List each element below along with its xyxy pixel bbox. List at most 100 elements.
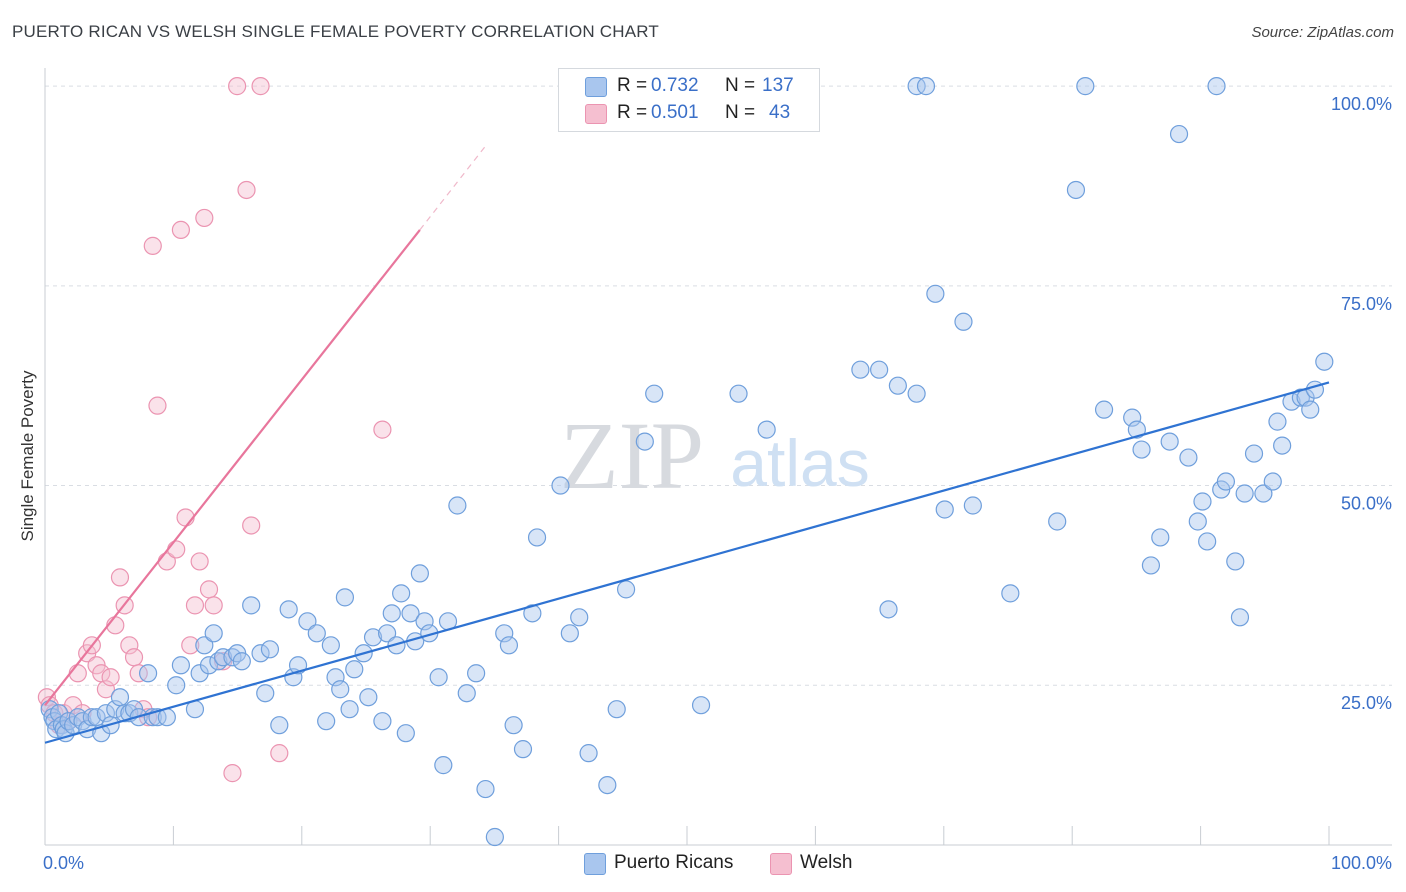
puerto-rican-point [907, 384, 926, 403]
puerto-rican-point [199, 656, 219, 675]
puerto-rican-point [1193, 492, 1212, 511]
puerto-rican-point [1179, 448, 1198, 467]
puerto-rican-point [279, 600, 298, 619]
welsh-point [171, 220, 190, 240]
puerto-rican-point [579, 744, 598, 763]
puerto-rican-point [321, 636, 340, 655]
puerto-rican-point [1244, 444, 1264, 463]
puerto-rican-point [729, 384, 748, 403]
n-label: N = [725, 75, 756, 96]
puerto-rican-point [1263, 472, 1282, 491]
r-value: 0.732 [651, 75, 699, 96]
puerto-rican-point [851, 360, 870, 379]
puerto-rican-point [1291, 388, 1310, 407]
welsh-trend-extension [419, 145, 486, 231]
r-label: R = [617, 75, 648, 96]
puerto-rican-point [691, 696, 711, 715]
puerto-rican-point [434, 756, 453, 775]
puerto-rican-point [410, 564, 429, 583]
puerto-rican-point [1094, 400, 1114, 419]
puerto-rican-point [499, 636, 519, 655]
puerto-rican-point [96, 704, 116, 723]
puerto-rican-point [757, 420, 776, 439]
welsh-point [190, 552, 209, 571]
puerto-rican-point [598, 775, 617, 795]
puerto-rican-point [495, 624, 514, 643]
puerto-rican-point [1141, 556, 1161, 575]
puerto-rican-point [1226, 552, 1245, 571]
legend-label: Puerto Ricans [614, 852, 734, 873]
puerto-rican-trend-line [44, 381, 1330, 744]
puerto-rican-point [106, 700, 125, 719]
puerto-rican-point [1151, 528, 1170, 547]
puerto-rican-point [195, 636, 214, 655]
y-tick-label: 25.0% [1341, 693, 1392, 713]
welsh-point [251, 77, 270, 96]
puerto-rican-point [251, 644, 270, 663]
puerto-rican-point [1169, 124, 1189, 144]
welsh-point [228, 77, 247, 96]
puerto-rican-point [242, 596, 261, 615]
welsh-point [110, 568, 130, 587]
puerto-rican-point [115, 704, 134, 723]
puerto-rican-point [1301, 400, 1320, 419]
puerto-rican-point [1066, 180, 1086, 200]
blue-swatch [584, 853, 606, 875]
welsh-point [129, 664, 148, 683]
puerto-rican-point [171, 656, 190, 675]
puerto-rican-point [963, 496, 982, 515]
watermark-zip: ZIP [560, 402, 704, 509]
puerto-rican-point [1127, 420, 1146, 439]
puerto-rican-points [40, 77, 1334, 847]
source-label: Source: ZipAtlas.com [1251, 24, 1394, 41]
puerto-rican-point [415, 612, 434, 631]
welsh-point [213, 652, 233, 671]
welsh-point [204, 596, 223, 615]
x-tick-label: 100.0% [1331, 853, 1392, 873]
chart-title: PUERTO RICAN VS WELSH SINGLE FEMALE POVE… [12, 22, 660, 41]
welsh-point [120, 636, 139, 655]
welsh-point [96, 680, 116, 699]
welsh-point [223, 764, 242, 783]
welsh-point [373, 420, 392, 439]
welsh-point [143, 236, 162, 255]
puerto-rican-point [326, 668, 345, 687]
puerto-rican-point [1207, 77, 1226, 96]
welsh-point [167, 540, 186, 559]
puerto-rican-point [373, 712, 392, 731]
puerto-rican-point [1132, 440, 1151, 459]
welsh-point [185, 596, 205, 615]
puerto-rican-point [1268, 412, 1287, 431]
puerto-rican-point [138, 664, 158, 683]
welsh-points [37, 77, 392, 783]
puerto-rican-point [1048, 512, 1067, 531]
welsh-point [68, 664, 87, 683]
blue-swatch [585, 77, 607, 97]
n-value: 43 [769, 102, 791, 123]
puerto-rican-point [1230, 608, 1250, 627]
puerto-rican-point [560, 624, 579, 643]
puerto-rican-point [1123, 408, 1142, 427]
puerto-rican-point [232, 652, 251, 671]
puerto-rican-point [1254, 484, 1273, 503]
puerto-rican-point [551, 476, 570, 495]
puerto-rican-point [331, 680, 350, 699]
puerto-rican-point [167, 676, 186, 695]
puerto-rican-point [1315, 352, 1334, 371]
y-tick-label: 50.0% [1341, 494, 1392, 514]
regression-lines [44, 145, 1330, 744]
r-value: 0.501 [651, 102, 699, 123]
watermark-atlas: atlas [730, 426, 869, 500]
grid-lines [45, 85, 1392, 686]
puerto-rican-point [401, 604, 420, 623]
puerto-rican-point [916, 77, 936, 96]
puerto-rican-point [616, 580, 636, 599]
puerto-rican-point [335, 588, 355, 607]
puerto-rican-point [879, 600, 898, 619]
puerto-rican-point [1160, 432, 1179, 451]
puerto-rican-point [387, 636, 406, 655]
puerto-rican-point [298, 612, 317, 631]
puerto-rican-point [392, 584, 411, 603]
welsh-point [242, 516, 261, 535]
